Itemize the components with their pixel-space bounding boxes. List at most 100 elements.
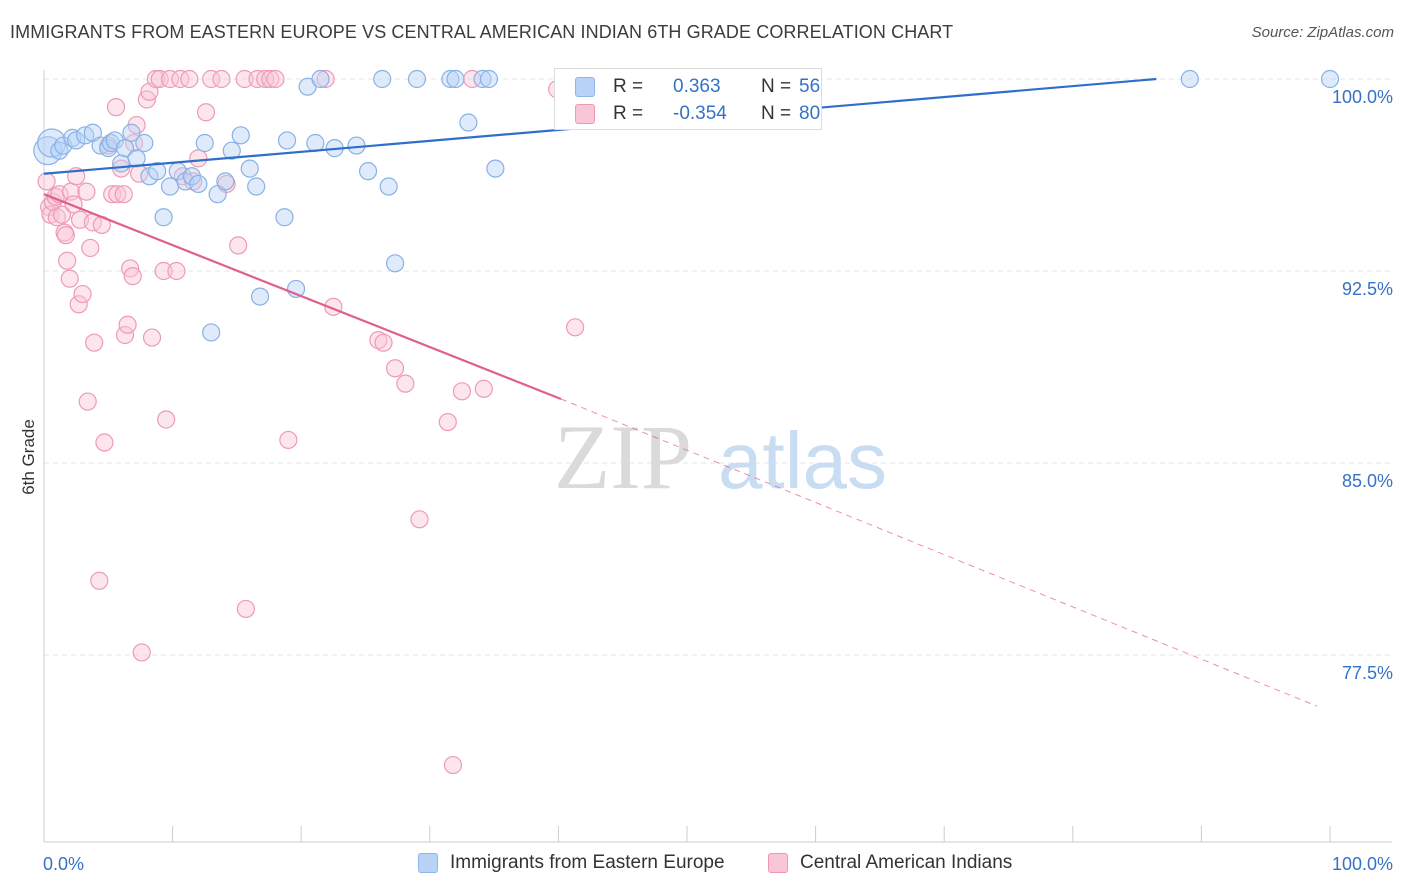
pink-point-46 bbox=[157, 410, 176, 429]
blue-point-42 bbox=[358, 162, 378, 181]
pink-point-9 bbox=[56, 226, 75, 245]
pink-point-18 bbox=[77, 182, 96, 201]
stats-n-label-blue: N = bbox=[761, 76, 792, 97]
pink-point-60 bbox=[236, 599, 256, 619]
watermark: ZIP atlas bbox=[554, 406, 887, 508]
x-tick-label-end: 100.0% bbox=[1332, 854, 1393, 874]
stats-legend: R = 0.363 N = 56 R = -0.354 N = 80 bbox=[554, 68, 822, 130]
blue-point-11 bbox=[105, 131, 124, 150]
blue-point-51 bbox=[479, 69, 499, 89]
blue-point-20 bbox=[160, 177, 180, 196]
blue-point-55 bbox=[1320, 69, 1340, 89]
legend-item-pink[interactable]: Central American Indians bbox=[768, 852, 1012, 874]
pink-point-43 bbox=[146, 69, 165, 89]
stats-r-value-pink: -0.354 bbox=[673, 103, 727, 124]
pink-point-29 bbox=[108, 185, 127, 204]
blue-point-52 bbox=[486, 159, 505, 178]
blue-point-33 bbox=[250, 287, 270, 306]
pink-point-35 bbox=[123, 267, 142, 286]
pink-point-20 bbox=[81, 238, 100, 258]
pink-point-53 bbox=[189, 149, 208, 168]
pink-trend-line bbox=[43, 193, 562, 401]
pink-point-65 bbox=[279, 430, 298, 450]
pink-trend-extension bbox=[560, 398, 1318, 707]
blue-point-31 bbox=[240, 159, 259, 178]
pink-point-17 bbox=[73, 284, 92, 304]
trend-lines bbox=[43, 77, 1318, 707]
source-value: ZipAtlas.com bbox=[1307, 24, 1394, 41]
y-axis-label: 6th Grade bbox=[19, 419, 38, 495]
stats-r-label-blue: R = bbox=[613, 76, 644, 97]
blue-point-35 bbox=[277, 131, 297, 150]
blue-point-34 bbox=[275, 208, 294, 227]
blue-point-13 bbox=[115, 139, 135, 158]
pink-point-45 bbox=[154, 261, 173, 281]
blue-point-28 bbox=[216, 172, 235, 191]
pink-points bbox=[37, 69, 585, 775]
pink-point-63 bbox=[261, 69, 280, 89]
chart-title: IMMIGRANTS FROM EASTERN EUROPE VS CENTRA… bbox=[10, 22, 954, 42]
blue-point-30 bbox=[231, 126, 250, 145]
watermark-zip: ZIP bbox=[554, 406, 692, 508]
y-tick-label-1: 92.5% bbox=[1342, 279, 1393, 299]
blue-point-48 bbox=[446, 69, 465, 89]
pink-point-11 bbox=[60, 269, 79, 288]
pink-point-44 bbox=[150, 69, 169, 89]
pink-point-54 bbox=[196, 103, 216, 122]
pink-point-28 bbox=[106, 98, 126, 117]
blue-point-26 bbox=[202, 323, 221, 342]
pink-point-64 bbox=[266, 69, 285, 89]
pink-point-48 bbox=[167, 261, 186, 281]
blue-point-25 bbox=[195, 133, 214, 153]
blue-point-29 bbox=[222, 141, 241, 160]
blue-point-47 bbox=[441, 69, 460, 89]
pink-point-58 bbox=[229, 236, 248, 255]
stats-n-label-pink: N = bbox=[761, 103, 792, 124]
legend-swatch-pink bbox=[768, 853, 788, 873]
pink-point-62 bbox=[256, 69, 275, 89]
y-tick-label-2: 85.0% bbox=[1342, 471, 1393, 491]
stats-r-value-blue: 0.363 bbox=[673, 76, 721, 97]
blue-point-14 bbox=[122, 123, 141, 142]
pink-point-75 bbox=[452, 382, 472, 401]
pink-point-69 bbox=[374, 333, 393, 352]
pink-point-51 bbox=[180, 69, 199, 89]
stats-swatch-blue bbox=[575, 77, 595, 97]
legend-item-blue[interactable]: Immigrants from Eastern Europe bbox=[418, 852, 725, 874]
blue-point-16 bbox=[135, 133, 154, 153]
stats-n-value-pink: 80 bbox=[799, 103, 821, 124]
pink-point-74 bbox=[443, 755, 463, 775]
blue-point-44 bbox=[379, 177, 398, 196]
legend-swatch-blue bbox=[418, 853, 438, 873]
blue-point-12 bbox=[112, 154, 131, 173]
pink-point-22 bbox=[85, 333, 104, 352]
blue-point-46 bbox=[407, 69, 427, 89]
pink-point-19 bbox=[78, 392, 97, 411]
axes bbox=[43, 70, 1392, 843]
blue-point-54 bbox=[1180, 69, 1199, 89]
blue-point-5 bbox=[67, 131, 86, 150]
pink-point-71 bbox=[396, 374, 415, 393]
pink-point-77 bbox=[474, 379, 493, 398]
blue-point-49 bbox=[459, 113, 478, 132]
pink-point-59 bbox=[235, 69, 254, 89]
y-tick-label-0: 100.0% bbox=[1332, 87, 1393, 107]
pink-point-68 bbox=[369, 331, 388, 350]
pink-point-5 bbox=[47, 208, 66, 227]
stats-swatch-pink bbox=[575, 104, 595, 124]
legend-label-pink: Central American Indians bbox=[800, 852, 1013, 873]
pink-point-33 bbox=[118, 315, 137, 334]
axis-labels: 100.0% 92.5% 85.0% 77.5% 0.0% 100.0% 6th Grade bbox=[19, 87, 1393, 874]
pink-point-55 bbox=[202, 69, 221, 89]
pink-point-56 bbox=[212, 69, 231, 89]
pink-point-72 bbox=[410, 510, 429, 529]
stats-r-label-pink: R = bbox=[613, 103, 644, 124]
blue-point-24 bbox=[189, 174, 208, 194]
blue-point-19 bbox=[154, 208, 173, 227]
pink-point-73 bbox=[438, 412, 457, 432]
pink-point-66 bbox=[316, 69, 335, 89]
pink-point-15 bbox=[69, 295, 88, 314]
bottom-legend: Immigrants from Eastern Europe Central A… bbox=[0, 852, 1406, 878]
chart-source: Source: ZipAtlas.com bbox=[1252, 24, 1394, 41]
pink-point-25 bbox=[95, 433, 114, 452]
